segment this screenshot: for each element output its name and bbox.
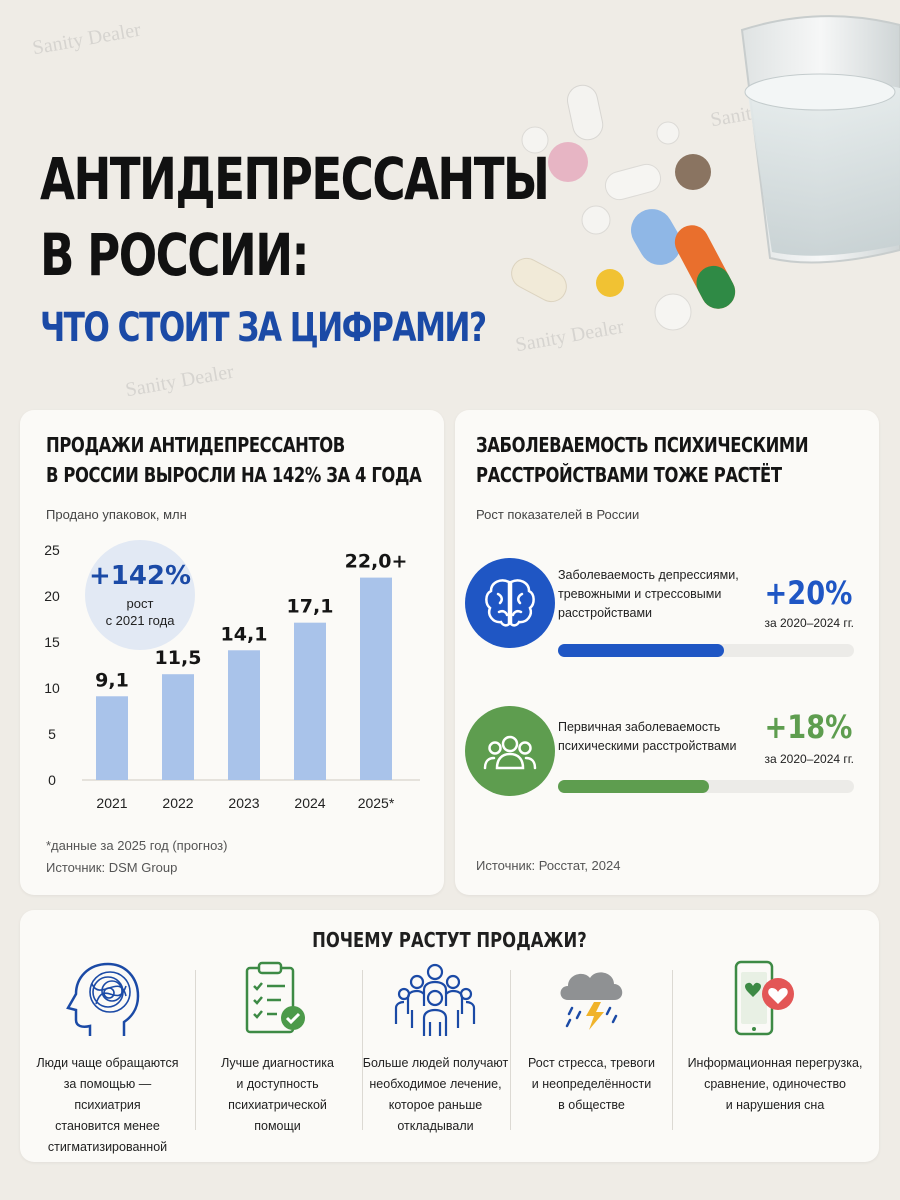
sales-footnote: *данные за 2025 год (прогноз) [46,838,228,853]
reason-4-line: в обществе [558,1098,625,1112]
incidence-heading-line-2: РАССТРОЙСТВАМИ ТОЖЕ РАСТЁТ [476,463,782,487]
crowd-icon [394,963,476,1036]
sales-source: Источник: DSM Group [46,860,178,875]
incidence-subtitle: Рост показателей в России [476,507,640,522]
clipboard-icon [245,961,305,1034]
divider [510,970,511,1130]
bar-value-label: 17,1 [287,596,334,618]
bar [162,674,194,780]
bar [228,650,260,780]
reason-3-line: которое раньше [388,1098,483,1112]
reasons-card [20,910,879,1162]
row-2-progress-fill [558,780,709,793]
growth-badge-circle [85,540,195,650]
incidence-source: Источник: Росстат, 2024 [476,858,621,873]
brain-icon [465,558,555,648]
reason-1-text: Люди чаще обращаются за помощью — психиа… [30,1053,185,1158]
divider [195,970,196,1130]
incidence-card-heading: ЗАБОЛЕВАЕМОСТЬ ПСИХИЧЕСКИМИ РАССТРОЙСТВА… [476,430,881,490]
divider [672,970,673,1130]
reason-3-line: откладывали [397,1119,474,1133]
growth-badge-line-1: рост [127,596,154,611]
sales-heading-line-1: ПРОДАЖИ АНТИДЕПРЕССАНТОВ [46,433,345,457]
reason-5-line: сравнение, одиночество [704,1077,846,1091]
x-tick-label: 2023 [228,795,259,811]
divider [362,970,363,1130]
reason-4-line: Рост стресса, тревоги [527,1056,656,1070]
x-tick-label: 2024 [294,795,325,811]
y-tick-label: 15 [44,634,60,650]
reason-4-line: и неопределённости [531,1077,652,1091]
watermark: Sanity Dealer [123,360,236,402]
storm-cloud-icon [560,972,623,1030]
people-icon [465,706,555,796]
reason-1-line: Люди чаще обращаются [36,1056,179,1070]
reasons-heading: ПОЧЕМУ РАСТУТ ПРОДАЖИ? [20,928,879,952]
phone-hearts-icon [734,960,794,1036]
reasons-heading-text: ПОЧЕМУ РАСТУТ ПРОДАЖИ? [312,928,587,952]
reason-1-line: стигматизированной [47,1140,168,1154]
reason-2-line: Лучше диагностика [221,1056,334,1070]
reason-3-line: Больше людей получают [362,1056,509,1070]
reason-1-line: за помощью — психиатрия [63,1077,152,1112]
reason-1-line: становится менее [55,1119,160,1133]
reason-4-text: Рост стресса, тревоги и неопределённости… [514,1053,669,1116]
bar [360,577,392,780]
bar-value-label: 14,1 [221,623,268,645]
row-2-label: Первичная заболеваемость психическими ра… [558,718,736,756]
chart-unit-label: Продано упаковок, млн [46,507,187,522]
reason-2-line: помощи [254,1119,301,1133]
sales-bar-chart: +142% рост с 2021 года 0 5 10 15 20 25 9,1 2021… [44,540,420,811]
row-2-label-line-1: Первичная заболеваемость [558,720,721,734]
row-1-label-line-1: Заболеваемость депрессиями, [558,568,739,582]
reason-3-line: необходимое лечение, [369,1077,502,1091]
page-title: АНТИДЕПРЕССАНТЫ В РОССИИ: ЧТО СТОИТ ЗА Ц… [40,150,692,348]
y-tick-label: 5 [48,726,56,742]
watermark: Sanity Dealer [30,18,143,60]
incidence-heading-line-1: ЗАБОЛЕВАЕМОСТЬ ПСИХИЧЕСКИМИ [476,433,809,457]
row-1-label-line-3: расстройствами [558,606,653,620]
growth-badge-value: +142% [89,561,191,591]
y-tick-label: 0 [48,772,56,788]
y-tick-label: 10 [44,680,60,696]
growth-badge-line-2: с 2021 года [106,613,176,628]
row-2-value: +18% [764,708,852,746]
sales-heading-line-2: В РОССИИ ВЫРОСЛИ НА 142% ЗА 4 ГОДА [46,463,422,487]
x-tick-label: 2021 [96,795,127,811]
row-1-period: за 2020–2024 гг. [764,616,854,630]
bar [294,622,326,780]
row-2-label-line-2: психическими расстройствами [558,739,737,753]
bar [96,696,128,780]
row-2-progress [558,780,854,793]
reason-2-line: психиатрической [228,1098,327,1112]
row-2-period: за 2020–2024 гг. [764,752,854,766]
row-1-progress-fill [558,644,724,657]
sales-card-heading: ПРОДАЖИ АНТИДЕПРЕССАНТОВ В РОССИИ ВЫРОСЛ… [46,430,504,490]
row-1-value: +20% [764,574,852,612]
reason-5-line: Информационная перегрузка, [687,1056,863,1070]
reason-2-line: и доступность [236,1077,319,1091]
head-icon [66,962,140,1036]
title-line-2: В РОССИИ: [40,221,310,289]
bar-value-label: 9,1 [95,669,129,691]
pills-and-glass-illustration [511,15,900,331]
title-subtitle: ЧТО СТОИТ ЗА ЦИФРАМИ? [40,305,487,351]
title-line-1: АНТИДЕПРЕССАНТЫ [40,145,550,213]
row-1-label: Заболеваемость депрессиями, тревожными и… [558,566,739,623]
y-tick-label: 25 [44,542,60,558]
reason-3-text: Больше людей получают необходимое лечени… [358,1053,513,1137]
reason-2-text: Лучше диагностика и доступность психиатр… [200,1053,355,1137]
reason-5-text: Информационная перегрузка, сравнение, од… [680,1053,870,1116]
bar-value-label: 22,0+ [345,551,408,573]
x-tick-label: 2022 [162,795,193,811]
reason-5-line: и нарушения сна [725,1098,825,1112]
y-tick-label: 20 [44,588,60,604]
row-1-progress [558,644,854,657]
x-tick-label: 2025* [358,795,395,811]
bar-value-label: 11,5 [155,647,202,669]
row-1-label-line-2: тревожными и стрессовыми [558,587,722,601]
